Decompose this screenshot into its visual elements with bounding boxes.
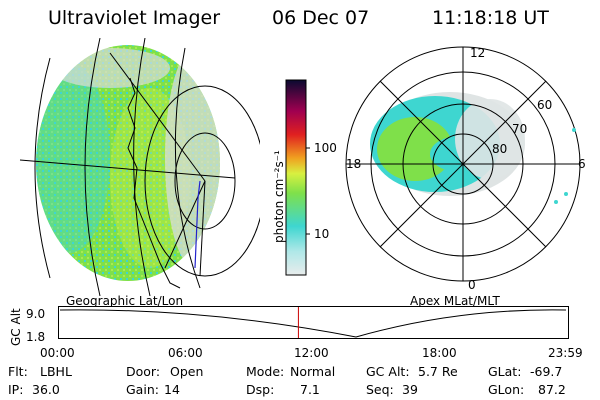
mlt-label-0: 0	[468, 278, 476, 292]
mlat-label-60: 60	[537, 98, 553, 112]
gain-value: 14	[164, 382, 180, 397]
mode-value: Normal	[290, 364, 336, 379]
gcalt-label: GC Alt:	[366, 364, 410, 379]
coastline	[127, 77, 181, 289]
door-label: Door:	[126, 364, 161, 379]
mlt-label-12: 12	[470, 46, 486, 60]
altitude-tick-low: 1.8	[26, 330, 46, 344]
time-tick-0000: 00:00	[40, 346, 75, 360]
instrument-title: Ultraviolet Imager	[48, 7, 221, 29]
door-value: Open	[170, 364, 204, 379]
colorbar-unit-label: photon cm⁻²s⁻¹	[272, 150, 286, 243]
polar-grid	[345, 46, 581, 282]
mlat-label-80: 80	[492, 142, 508, 156]
gcalt-value: 5.7 Re	[418, 364, 458, 379]
gain-label: Gain:	[126, 382, 159, 397]
geographic-image	[19, 38, 260, 296]
mlt-label-6: 6	[578, 157, 586, 171]
flt-value: LBHL	[40, 364, 72, 379]
ip-value: 36.0	[32, 382, 60, 397]
mlat-label-70: 70	[512, 122, 528, 136]
colorbar-tick-10: 10	[314, 227, 330, 241]
lat-lon-grid	[19, 38, 260, 296]
date-label: 06 Dec 07	[272, 7, 370, 29]
seq-label: Seq:	[366, 382, 394, 397]
mlt-label-18: 18	[346, 157, 362, 171]
colorbar-tick-100: 100	[314, 141, 337, 155]
terminator-line	[194, 180, 201, 269]
left-panel-caption: Geographic Lat/Lon	[66, 294, 184, 308]
time-tick-1800: 18:00	[422, 346, 457, 360]
altitude-tick-high: 9.0	[26, 307, 46, 321]
glon-label: GLon:	[488, 382, 525, 397]
glat-value: -69.7	[530, 364, 563, 379]
dsp-value: 7.1	[300, 382, 320, 397]
altitude-strip	[58, 306, 569, 339]
geographic-emission	[36, 45, 220, 281]
seq-value: 39	[402, 382, 418, 397]
glon-value: 87.2	[538, 382, 566, 397]
polar-plot	[345, 46, 581, 282]
colorbar	[285, 79, 310, 276]
flt-label: Flt:	[8, 364, 28, 379]
time-label: 11:18:18 UT	[432, 7, 549, 29]
colorbar-gradient	[285, 79, 307, 276]
dsp-label: Dsp:	[246, 382, 275, 397]
time-tick-2359: 23:59	[548, 346, 583, 360]
altitude-axis-label: GC Alt	[9, 308, 23, 346]
time-tick-0600: 06:00	[168, 346, 203, 360]
glat-label: GLat:	[488, 364, 522, 379]
mode-label: Mode:	[246, 364, 285, 379]
polar-emission	[370, 92, 525, 196]
altitude-curve	[59, 309, 567, 338]
time-tick-1200: 12:00	[294, 346, 329, 360]
right-panel-caption: Apex MLat/MLT	[410, 294, 500, 308]
ip-label: IP:	[8, 382, 24, 397]
